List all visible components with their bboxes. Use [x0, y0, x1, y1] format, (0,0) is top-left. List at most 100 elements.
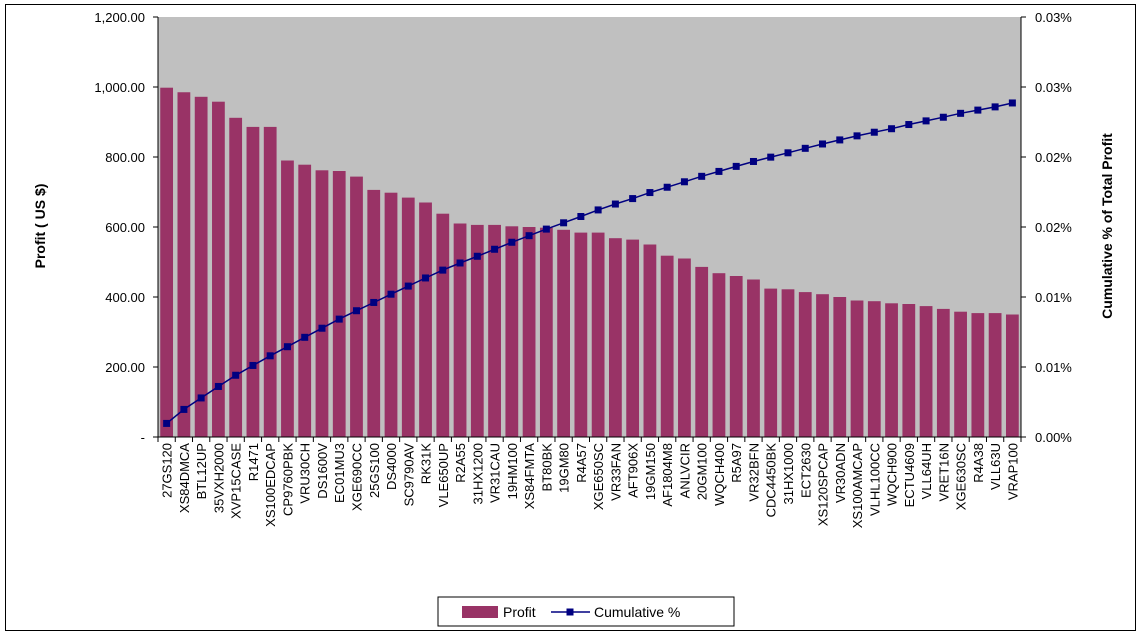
bar: [436, 213, 450, 437]
bar: [281, 160, 294, 437]
cumulative-point: [560, 219, 568, 227]
x-tick-label: XGE630SC: [954, 443, 969, 510]
cumulative-point: [387, 290, 395, 298]
x-tick-label: XS120SPCAP: [816, 443, 831, 526]
bar: [678, 258, 691, 437]
bar: [522, 227, 536, 437]
bar: [626, 239, 640, 437]
cumulative-line: [163, 99, 1016, 427]
bar: [798, 292, 812, 437]
y-tick-label: 1,000.00: [94, 80, 145, 95]
cumulative-point: [957, 109, 965, 117]
cumulative-point: [819, 140, 827, 148]
bar: [919, 306, 933, 437]
x-tick-label: SC9790AV: [401, 443, 416, 507]
bar: [971, 313, 985, 437]
y2-tick-label: 0.03%: [1035, 80, 1072, 95]
cumulative-point: [836, 136, 844, 144]
cumulative-point: [939, 113, 947, 121]
x-tick-label: RK31K: [419, 443, 434, 485]
x-tick-label: XS84DMCA: [177, 443, 192, 513]
y2-tick-label: 0.01%: [1035, 360, 1072, 375]
x-tick-label: XS100EDCAP: [263, 443, 278, 527]
bar: [315, 170, 329, 438]
cumulative-point: [611, 200, 619, 208]
bar: [954, 311, 967, 437]
bar: [384, 192, 398, 437]
x-tick-label: XS100AMCAP: [850, 443, 865, 528]
x-tick-label: 19GM150: [643, 443, 658, 500]
bar: [505, 226, 519, 437]
y-axis-title: Profit ( US $): [32, 184, 48, 269]
cumulative-point: [870, 128, 878, 136]
bar: [453, 223, 467, 437]
x-tick-label: AF1804M8: [660, 443, 675, 507]
cumulative-point: [370, 298, 378, 306]
legend-profit-swatch: [462, 606, 498, 618]
legend-profit-label: Profit: [503, 604, 536, 620]
x-tick-label: VRU30CH: [298, 443, 313, 504]
x-tick-label: VRET16N: [936, 443, 951, 502]
cumulative-point: [663, 183, 671, 191]
bar: [660, 255, 674, 437]
cumulative-point: [422, 274, 430, 282]
x-tick-label: 31HX1000: [781, 443, 796, 504]
cumulative-point: [853, 132, 861, 140]
x-tick-label: XVP15CASE: [229, 443, 244, 519]
cumulative-point: [249, 361, 257, 369]
bar: [850, 300, 864, 437]
x-tick-label: VLHL100CC: [867, 443, 882, 516]
x-tick-label: R4A38: [971, 443, 986, 483]
bar: [712, 273, 726, 437]
x-tick-label: WQCH900: [885, 443, 900, 506]
bar: [764, 288, 778, 437]
bar: [1005, 314, 1019, 437]
bar: [229, 117, 243, 438]
x-tick-label: 19HM100: [505, 443, 520, 499]
x-tick-label: BTL12UP: [194, 443, 209, 499]
cumulative-point: [491, 245, 499, 253]
bar: [695, 266, 709, 437]
bar: [212, 101, 225, 437]
cumulative-point: [888, 125, 896, 133]
bar: [591, 232, 605, 437]
cumulative-point: [542, 225, 550, 233]
cumulative-point: [1008, 99, 1016, 107]
y-tick-label: 800.00: [105, 150, 145, 165]
bar: [539, 227, 553, 437]
x-tick-label: ECTU4609: [902, 443, 917, 507]
cumulative-point: [525, 232, 533, 240]
x-tick-label: R2A55: [453, 443, 468, 483]
x-tick-label: VR30ADN: [833, 443, 848, 503]
x-tick-label: VR33FAN: [608, 443, 623, 501]
x-tick-label: VLE650UP: [436, 443, 451, 507]
x-tick-label: VLL64UH: [919, 443, 934, 499]
cumulative-point: [473, 252, 481, 260]
bar: [332, 171, 346, 437]
bar: [574, 232, 588, 437]
x-tick-label: ANLVCIR: [677, 443, 692, 498]
bar: [729, 276, 743, 437]
bar: [263, 126, 277, 438]
bar: [367, 189, 381, 437]
y-tick-label: 400.00: [105, 290, 145, 305]
cumulative-point: [352, 307, 360, 315]
y-tick-label: 1,200.00: [94, 10, 145, 25]
x-tick-label: EC01MU3: [332, 443, 347, 503]
cumulative-point: [318, 324, 326, 332]
bar: [833, 297, 847, 437]
legend-cumulative-label: Cumulative %: [594, 604, 680, 620]
cumulative-point: [404, 282, 412, 290]
y2-tick-label: 0.03%: [1035, 10, 1072, 25]
cumulative-point: [629, 195, 637, 203]
x-tick-label: CP9760PBK: [280, 443, 295, 516]
cumulative-point: [767, 153, 775, 161]
x-tick-label: 19GM80: [557, 443, 572, 493]
bar: [609, 238, 622, 437]
y-tick-label: 600.00: [105, 220, 145, 235]
cumulative-point: [680, 178, 688, 186]
x-tick-label: BT80BK: [539, 443, 554, 492]
bar: [419, 202, 432, 437]
x-tick-label: XGE690CC: [350, 443, 365, 511]
